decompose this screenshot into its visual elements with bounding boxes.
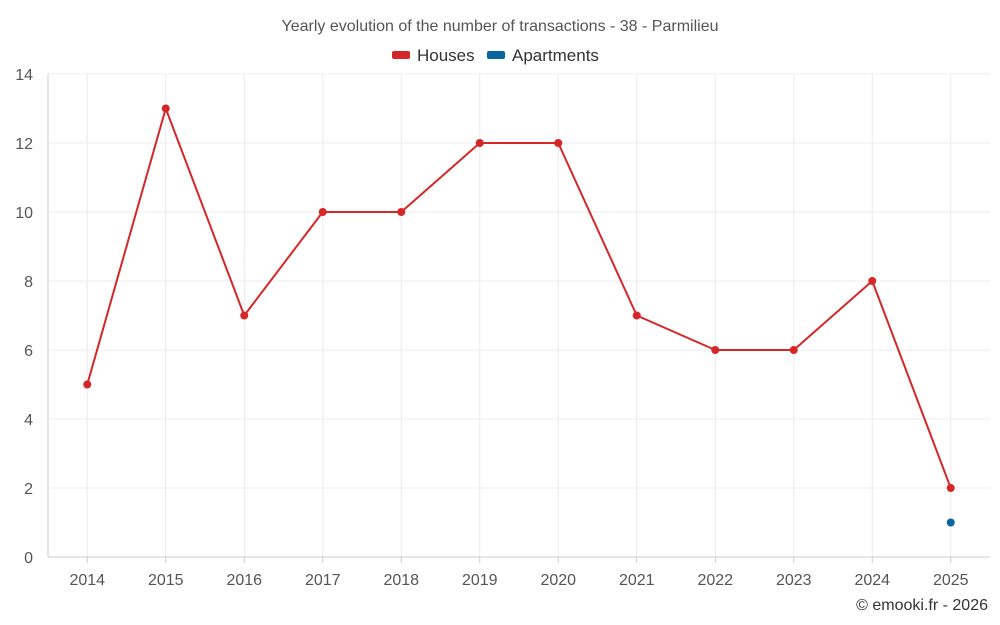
legend-swatch-houses	[392, 51, 410, 59]
data-point-houses-2019[interactable]	[475, 139, 484, 147]
y-tick-label: 0	[24, 550, 33, 567]
x-tick-label: 2020	[540, 572, 576, 589]
x-tick-label: 2015	[148, 572, 184, 589]
y-tick-label: 10	[15, 205, 33, 222]
legend-swatch-apartments	[487, 51, 505, 59]
data-point-houses-2024[interactable]	[868, 277, 877, 285]
data-point-apartments-2025[interactable]	[946, 518, 955, 527]
x-tick-label: 2022	[697, 572, 733, 589]
data-point-houses-2021[interactable]	[632, 311, 641, 320]
y-tick-label: 12	[15, 136, 33, 153]
data-point-houses-2018[interactable]	[397, 208, 406, 216]
series-line-houses	[86, 107, 952, 489]
series	[83, 104, 955, 527]
y-tick-label: 6	[24, 343, 33, 360]
y-tick-label: 14	[15, 67, 33, 84]
x-tick-label: 2016	[226, 572, 262, 589]
x-tick-label: 2024	[854, 572, 890, 589]
legend-label-apartments: Apartments	[512, 46, 599, 65]
data-point-houses-2023[interactable]	[789, 346, 798, 354]
x-tick-label: 2019	[462, 572, 498, 589]
legend-item-houses[interactable]: Houses	[392, 46, 475, 65]
grid	[48, 73, 990, 557]
data-point-houses-2017[interactable]	[318, 208, 327, 216]
x-tick-label: 2018	[383, 572, 419, 589]
x-tick-label: 2017	[305, 572, 341, 589]
data-point-houses-2025[interactable]	[946, 484, 955, 492]
y-tick-label: 8	[24, 274, 33, 291]
legend-item-apartments[interactable]: Apartments	[487, 46, 599, 65]
x-tick-label: 2014	[69, 572, 105, 589]
axes: 0 2 4 6 8 10 12 14 2014 2015 2016 2017 2018 2019 2020 2…	[15, 67, 990, 589]
legend: Houses Apartments	[392, 46, 599, 65]
data-point-houses-2022[interactable]	[711, 346, 720, 354]
y-tick-label: 2	[24, 481, 33, 498]
data-point-houses-2015[interactable]	[161, 104, 170, 113]
data-point-houses-2014[interactable]	[83, 380, 92, 389]
x-tick-label: 2025	[933, 572, 969, 589]
data-point-houses-2020[interactable]	[554, 139, 563, 147]
credit-text: © emooki.fr - 2026	[856, 597, 988, 614]
y-tick-label: 4	[24, 412, 33, 429]
chart-title: Yearly evolution of the number of transa…	[282, 18, 719, 35]
x-tick-label: 2023	[776, 572, 812, 589]
x-tick-label: 2021	[619, 572, 655, 589]
data-point-houses-2016[interactable]	[240, 311, 249, 320]
legend-label-houses: Houses	[417, 46, 475, 65]
